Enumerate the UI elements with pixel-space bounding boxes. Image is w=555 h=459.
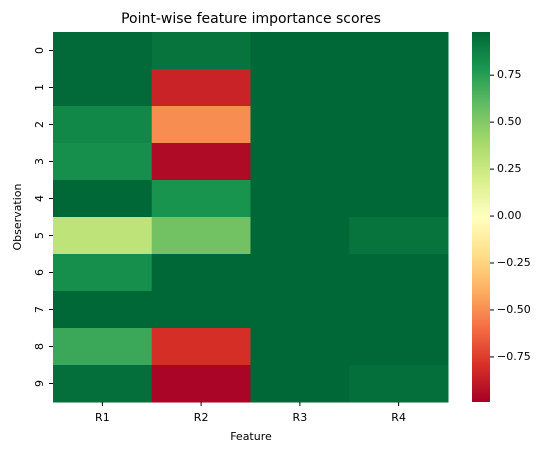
- colorbar-tick-label: 0.50: [497, 115, 522, 128]
- heatmap-cell: [53, 32, 153, 70]
- y-axis-label: Observation: [11, 183, 24, 250]
- y-tick-label: 0: [33, 47, 46, 54]
- y-tick-label: 3: [33, 158, 46, 165]
- heatmap-cell: [151, 254, 251, 292]
- y-tick-label: 5: [33, 232, 46, 239]
- heatmap-cell: [250, 291, 350, 329]
- colorbar: [472, 32, 490, 402]
- heatmap-cell: [250, 106, 350, 144]
- heatmap-cell: [53, 69, 153, 107]
- y-tick-label: 1: [33, 84, 46, 91]
- heatmap-cell: [250, 365, 350, 403]
- heatmap-cell: [250, 254, 350, 292]
- heatmap-cell: [151, 32, 251, 70]
- heatmap-cell: [250, 328, 350, 366]
- heatmap-cell: [151, 143, 251, 181]
- heatmap-cell: [53, 365, 153, 403]
- colorbar-tick-label: −0.75: [497, 350, 531, 363]
- heatmap-cell: [250, 69, 350, 107]
- heatmap-cell: [151, 291, 251, 329]
- heatmap-cell: [53, 180, 153, 218]
- heatmap-cell: [53, 328, 153, 366]
- heatmap-cell: [349, 143, 449, 181]
- chart-title: Point-wise feature importance scores: [121, 11, 381, 27]
- heatmap-cell: [349, 254, 449, 292]
- heatmap-cell: [250, 217, 350, 255]
- heatmap-cell: [151, 180, 251, 218]
- heatmap-cell: [53, 106, 153, 144]
- colorbar-tick-label: −0.50: [497, 303, 531, 316]
- heatmap-cell: [53, 291, 153, 329]
- heatmap-cell: [151, 69, 251, 107]
- x-tick-label: R1: [95, 411, 110, 424]
- colorbar-tick-label: 0.75: [497, 68, 522, 81]
- heatmap-cell: [349, 217, 449, 255]
- x-tick-label: R2: [194, 411, 209, 424]
- heatmap-cell: [53, 143, 153, 181]
- heatmap-cell: [151, 328, 251, 366]
- y-tick-label: 6: [33, 269, 46, 276]
- heatmap-cell: [151, 365, 251, 403]
- heatmap-cell: [151, 106, 251, 144]
- heatmap-cell: [53, 254, 153, 292]
- heatmap-cell: [349, 32, 449, 70]
- heatmap-cell: [349, 365, 449, 403]
- heatmap-cell: [151, 217, 251, 255]
- y-tick-label: 8: [33, 343, 46, 350]
- colorbar-tick-label: −0.25: [497, 256, 531, 269]
- heatmap-cell: [250, 32, 350, 70]
- heatmap-cell: [349, 180, 449, 218]
- heatmap-cell: [349, 69, 449, 107]
- heatmap-cell: [349, 328, 449, 366]
- x-tick-label: R4: [391, 411, 406, 424]
- x-tick-label: R3: [293, 411, 308, 424]
- heatmap-cell: [349, 291, 449, 329]
- x-axis-label: Feature: [230, 430, 272, 443]
- colorbar-tick-label: 0.00: [497, 209, 522, 222]
- heatmap-cell: [53, 217, 153, 255]
- colorbar-tick-label: 0.25: [497, 162, 522, 175]
- y-tick-label: 4: [33, 195, 46, 202]
- y-tick-label: 9: [33, 380, 46, 387]
- heatmap-cell: [250, 143, 350, 181]
- heatmap-cell: [250, 180, 350, 218]
- heatmap-cell: [349, 106, 449, 144]
- y-tick-label: 7: [33, 306, 46, 313]
- y-tick-label: 2: [33, 121, 46, 128]
